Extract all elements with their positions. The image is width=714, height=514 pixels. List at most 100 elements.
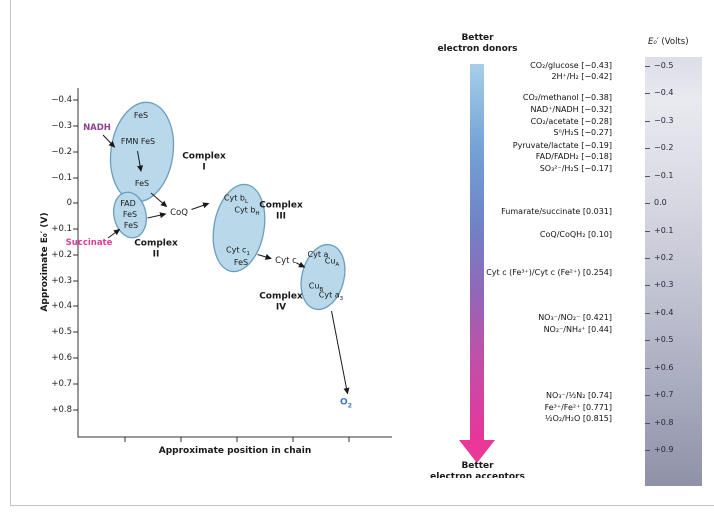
- redox-tower-arrow-shaft: [470, 64, 484, 441]
- complex2-fes-label: FeS: [122, 210, 138, 219]
- complex2-fes2-label: FeS: [123, 221, 139, 230]
- scale-tick-mark: [645, 148, 650, 149]
- y-tick-label: +0.2: [51, 250, 72, 260]
- cytc1-base: Cyt c: [226, 245, 247, 255]
- y-tick-label: 0: [66, 198, 72, 208]
- cytbH-base: Cyt b: [234, 205, 256, 215]
- complex4-cyta-label: Cyt a: [307, 250, 329, 259]
- complex-blobs: [109, 101, 346, 311]
- complex-4-name-line1: Complex: [259, 291, 303, 302]
- scale-tick-mark: [645, 313, 650, 314]
- complex-3-name-line2: III: [275, 211, 287, 222]
- y-tick-label: +0.6: [51, 353, 72, 363]
- succinate-label: Succinate: [65, 237, 113, 248]
- complex1-fes-top-label: FeS: [133, 111, 149, 120]
- complex3-cytc1-label: Cyt c1: [226, 246, 250, 257]
- nadh-arrow: [102, 134, 116, 148]
- complex4-cuA-label: CuA: [325, 257, 339, 268]
- y-tick-label: −0.4: [51, 95, 72, 105]
- y-tick-label: +0.7: [51, 379, 72, 389]
- scale-tick-mark: [645, 66, 650, 67]
- complex3-fes-label: FeS: [233, 258, 249, 267]
- scale-tick-mark: [645, 285, 650, 286]
- scale-tick-label: +0.8: [654, 418, 674, 427]
- cuA-sub: A: [335, 262, 340, 268]
- scale-tick-mark: [645, 203, 650, 204]
- complex3-to-cytc-arrow: [257, 254, 272, 260]
- scale-tick-mark: [645, 340, 650, 341]
- scale-tick-label: −0.4: [654, 88, 674, 97]
- complex3-cytbH-label: Cyt bH: [234, 206, 259, 217]
- redox-couple: 2H⁺/H₂ [−0.42]: [551, 72, 612, 81]
- scale-tick-label: −0.5: [654, 61, 674, 70]
- axes: [73, 88, 392, 442]
- acceptor-label-line1: Better: [461, 461, 494, 471]
- scale-tick-label: 0.0: [654, 198, 667, 207]
- acceptor-label-line2: electron acceptors: [430, 472, 525, 478]
- cyt-c-carrier-label: Cyt c: [275, 255, 297, 266]
- cuB-sub: B: [319, 287, 324, 293]
- scale-tick-mark: [645, 231, 650, 232]
- better-electron-acceptors-label: Better electron acceptors: [425, 461, 530, 478]
- x-axis-label: Approximate position in chain: [158, 446, 312, 456]
- scale-tick-label: +0.1: [654, 226, 674, 235]
- scale-tick-label: +0.3: [654, 280, 674, 289]
- redox-couple: NO₃⁻/½N₂ [0.74]: [546, 391, 612, 400]
- scale-title-unit: (Volts): [658, 37, 689, 47]
- scale-tick-mark: [645, 258, 650, 259]
- complex1-fmn-fes-label: FMN FeS: [120, 137, 156, 146]
- complex-3-blob: [212, 183, 266, 273]
- complex-4-name-line2: IV: [275, 302, 287, 313]
- complex2-fad-label: FAD: [120, 199, 136, 208]
- y-tick-label: +0.4: [51, 301, 72, 311]
- o2-label: O2: [340, 398, 352, 409]
- scale-tick-label: −0.3: [654, 116, 674, 125]
- cytc1-sub: 1: [246, 251, 250, 257]
- redox-couple: CO₂/acetate [−0.28]: [530, 117, 612, 126]
- cytbL-sub: L: [244, 199, 249, 205]
- redox-couple: Pyruvate/lactate [−0.19]: [512, 141, 612, 150]
- complex1-to-coq-arrow: [150, 192, 168, 208]
- coq-label: CoQ: [170, 207, 188, 218]
- cytc-to-complex4-arrow: [296, 261, 306, 268]
- scale-tick-label: +0.5: [654, 335, 674, 344]
- scale-tick-mark: [645, 423, 650, 424]
- succinate-arrow: [107, 228, 121, 239]
- redox-couple: NO₃⁻/NO₂⁻ [0.421]: [538, 313, 612, 322]
- complex1-internal-arrow: [137, 150, 144, 172]
- complex-2-name-line2: II: [152, 249, 160, 260]
- axis-lines: [77, 88, 392, 438]
- complex4-to-o2-arrow: [331, 310, 350, 395]
- redox-couple: SO₃²⁻/H₂S [−0.17]: [539, 164, 612, 173]
- scale-title: E₀′ (Volts): [648, 37, 689, 47]
- complex-4-blob: [300, 243, 346, 311]
- y-axis-label: Approximate E₀′ (V): [40, 212, 50, 312]
- scale-tick-label: +0.7: [654, 390, 674, 399]
- complex4-cuB-label: CuB: [309, 282, 324, 293]
- complex-3-name-line1: Complex: [259, 200, 303, 211]
- scale-tick-mark: [645, 121, 650, 122]
- redox-couple: ½O₂/H₂O [0.815]: [544, 414, 612, 423]
- scale-tick-label: −0.2: [654, 143, 674, 152]
- complex-2-blob: [112, 191, 148, 239]
- page-bottom-rule: [10, 505, 714, 506]
- volt-scale-bar: [645, 57, 702, 486]
- cuB-base: Cu: [308, 281, 320, 291]
- redox-couple: S⁰/H₂S [−0.27]: [553, 128, 612, 137]
- redox-couple: Fe³⁺/Fe²⁺ [0.771]: [544, 403, 612, 412]
- o2-base: O: [339, 397, 348, 408]
- coq-to-complex3-arrow: [191, 202, 210, 210]
- x-axis-ticks: [124, 437, 350, 442]
- better-electron-donors-label: Better electron donors: [430, 33, 525, 55]
- redox-couple: NAD⁺/NADH [−0.32]: [530, 105, 612, 114]
- scale-tick-mark: [645, 450, 650, 451]
- cuA-base: Cu: [324, 256, 336, 266]
- y-tick-label: −0.2: [51, 147, 72, 157]
- complex-1-name-line2: I: [202, 162, 206, 173]
- y-axis-ticks: [73, 99, 78, 411]
- scale-tick-label: +0.2: [654, 253, 674, 262]
- redox-couple: NO₂⁻/NH₄⁺ [0.44]: [543, 325, 612, 334]
- redox-couple: CoQ/CoQH₂ [0.10]: [539, 230, 612, 239]
